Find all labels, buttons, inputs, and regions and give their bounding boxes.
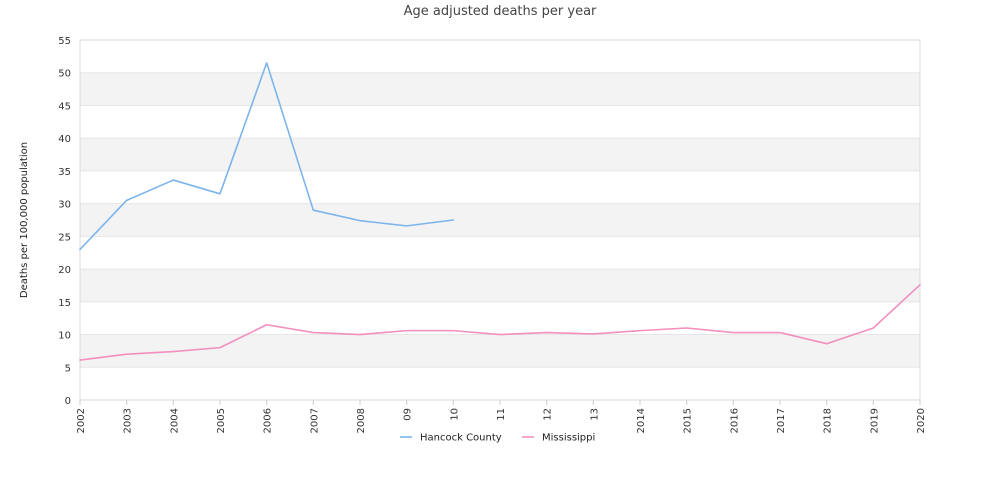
y-tick-label: 45 [58, 101, 71, 112]
y-tick-label: 25 [58, 232, 71, 243]
y-tick-label: 5 [65, 363, 71, 374]
x-tick-label: 2003 [123, 408, 134, 433]
legend-label[interactable]: Mississippi [542, 433, 595, 444]
legend[interactable]: Hancock County Mississippi [400, 433, 595, 444]
x-tick-label: 10 [449, 408, 460, 421]
grid-band [80, 72, 920, 106]
y-tick-label: 55 [58, 36, 71, 47]
y-tick-label: 50 [58, 69, 71, 80]
y-axis-label: Deaths per 100,000 population [19, 142, 30, 298]
x-tick-label: 2015 [683, 408, 694, 433]
y-tick-label: 0 [65, 396, 71, 407]
chart-title: Age adjusted deaths per year [404, 4, 597, 19]
grid-band [80, 334, 920, 368]
y-tick-label: 15 [58, 298, 71, 309]
x-tick-label: 2016 [729, 408, 740, 433]
y-tick-label: 40 [58, 134, 71, 145]
x-tick-label: 2004 [169, 408, 180, 433]
y-tick-label: 35 [58, 167, 71, 178]
x-axis-ticks: 2002 2003 2004 2005 2006 2007 2008 09 10 11 12 13 20… [76, 400, 927, 433]
series-lines [79, 62, 921, 361]
x-tick-label: 2006 [263, 408, 274, 433]
x-tick-label: 2007 [309, 408, 320, 433]
series-line-0[interactable] [79, 62, 455, 251]
y-axis-ticks: 0 5 10 15 20 25 30 35 40 45 50 55 [58, 36, 71, 407]
y-tick-label: 10 [58, 331, 71, 342]
legend-label[interactable]: Hancock County [420, 433, 502, 444]
x-tick-label: 2020 [916, 408, 927, 433]
x-tick-label: 2005 [216, 408, 227, 433]
x-tick-label: 2014 [636, 408, 647, 433]
y-tick-label: 20 [58, 265, 71, 276]
x-tick-label: 13 [589, 408, 600, 421]
x-tick-label: 2019 [869, 408, 880, 433]
series-line-1[interactable] [79, 284, 921, 361]
x-tick-label: 12 [543, 408, 554, 421]
grid-band [80, 138, 920, 171]
x-tick-label: 11 [496, 408, 507, 421]
grid-band [80, 203, 920, 237]
grid-bands [80, 72, 920, 368]
x-tick-label: 2002 [76, 408, 87, 433]
x-tick-label: 2018 [823, 408, 834, 433]
y-tick-label: 30 [58, 200, 71, 211]
x-tick-label: 2008 [356, 408, 367, 433]
x-tick-label: 2017 [776, 408, 787, 433]
x-tick-label: 09 [403, 408, 414, 421]
grid-band [80, 269, 920, 302]
